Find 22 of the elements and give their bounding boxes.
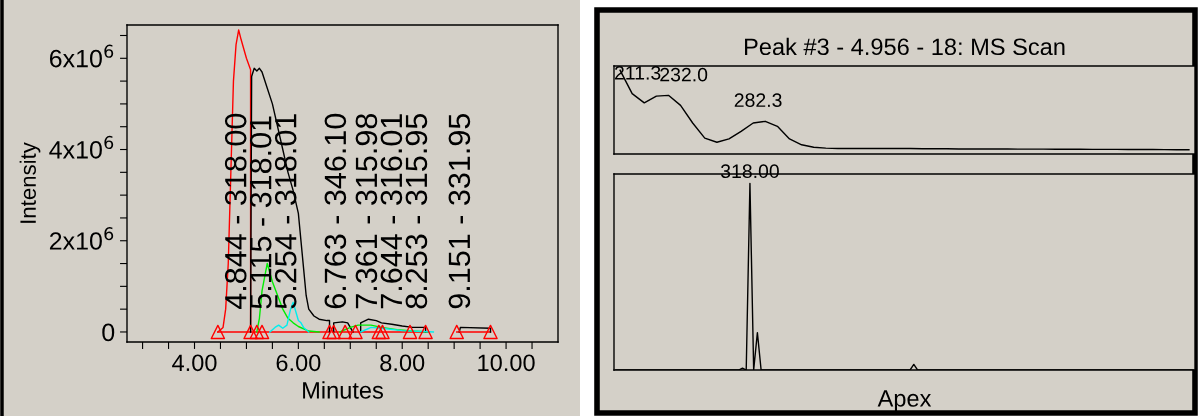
y-tick-label: 4x10$^{6}$ [49, 135, 114, 159]
x-axis-title: Minutes [303, 381, 383, 399]
annotation: 5.254 - 318.01 [274, 114, 297, 309]
annotation: 7.361 - 315.98 [355, 114, 378, 309]
x-tick-label: 4.00 [172, 354, 217, 372]
annotation: 7.644 - 316.01 [380, 114, 403, 309]
x-tick-label: 10.00 [478, 354, 535, 372]
x-tick-label: 6.00 [276, 354, 321, 372]
annotation: 6.763 - 346.10 [324, 113, 347, 309]
y-tick-label: 0 [102, 323, 115, 342]
annotation: 9.151 - 331.95 [448, 113, 471, 309]
annotation: 5.115 - 318.01 [249, 116, 272, 309]
annotation: 8.253 - 315.95 [405, 113, 428, 309]
annotation: 282.3 [734, 93, 782, 108]
y-tick-label: 6x10$^{6}$ [49, 44, 114, 68]
chart-title: Peak #3 - 4.956 - 18: MS Scan [745, 37, 1065, 56]
x-axis-title: Apex [877, 390, 932, 412]
y-tick-label: 2x10$^{6}$ [49, 227, 114, 250]
y-axis-title: Intensity [19, 142, 41, 223]
annotation: 232.0 [660, 67, 708, 82]
x-tick-label: 8.00 [380, 354, 425, 372]
annotation: 4.844 - 318.00 [224, 113, 247, 310]
